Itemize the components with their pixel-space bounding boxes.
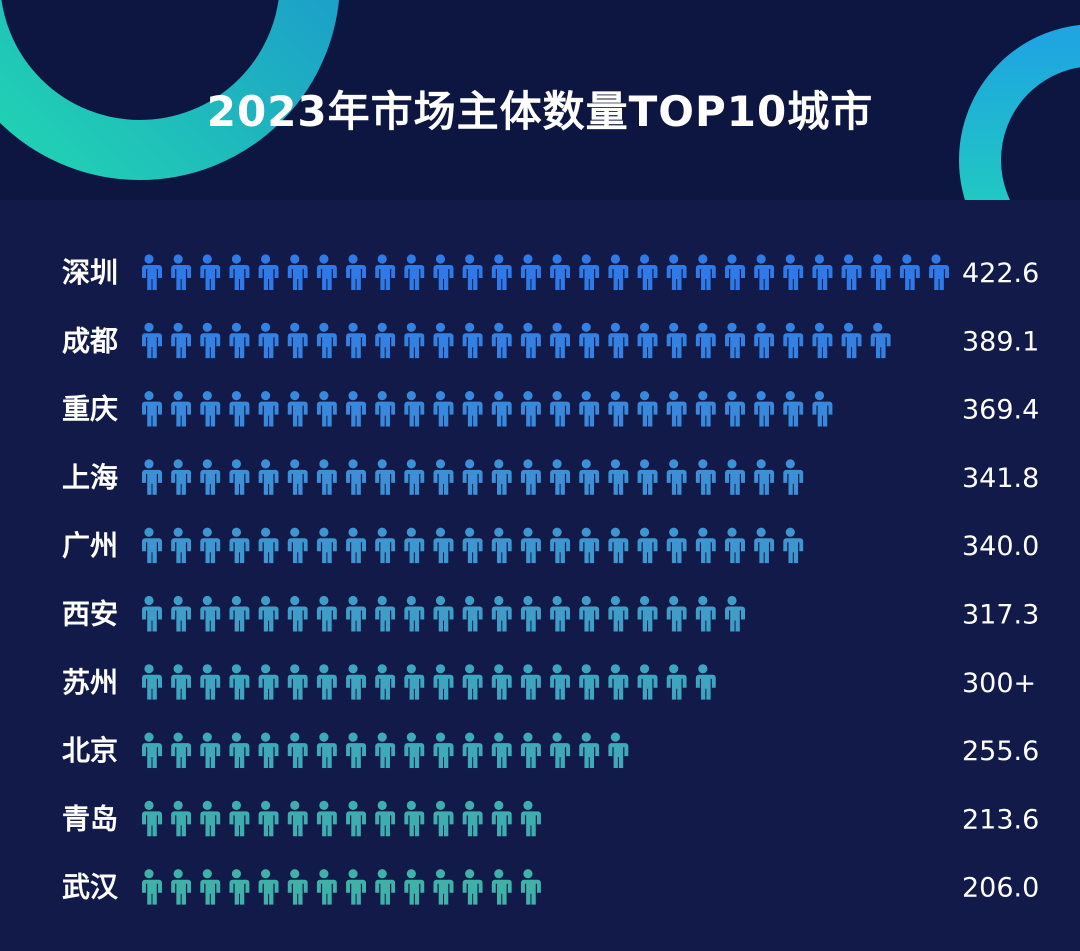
category-label: 苏州: [62, 666, 118, 699]
category-label: 北京: [62, 734, 118, 767]
category-label: 武汉: [62, 871, 119, 904]
decorative-arc-top-left: [0, 0, 339, 180]
category-label: 上海: [62, 461, 118, 494]
chart-row: 北京 255.6: [62, 732, 1039, 769]
category-label: 成都: [62, 324, 118, 357]
value-label: 341.8: [962, 463, 1039, 494]
chart-row: 广州 340.0: [62, 527, 1039, 564]
chart-row: 西安 317.3: [62, 595, 1039, 632]
chart-row: 成都 389.1: [62, 322, 1039, 359]
chart-row: 苏州 300+: [62, 664, 1036, 700]
value-label: 340.0: [962, 531, 1039, 562]
chart-rows: 深圳 422.6 成都 389.1 重庆 369.4 上海 341.8 广州 340.0 西安 317…: [62, 254, 1039, 905]
value-label: 389.1: [962, 326, 1039, 357]
chart-row: 重庆 369.4: [62, 391, 1039, 427]
category-label: 西安: [62, 598, 118, 631]
category-label: 深圳: [62, 256, 118, 289]
chart-panel: [0, 200, 1080, 951]
value-label: 300+: [962, 668, 1036, 699]
category-label: 重庆: [62, 393, 118, 426]
value-label: 317.3: [962, 600, 1039, 631]
decorative-arc-top-right: [959, 24, 1080, 296]
chart-row: 上海 341.8: [62, 459, 1039, 495]
chart-row: 深圳 422.6: [62, 254, 1039, 290]
category-label: 广州: [62, 529, 118, 562]
value-label: 255.6: [962, 736, 1039, 767]
chart-title: 2023年市场主体数量TOP10城市: [206, 87, 874, 136]
value-label: 213.6: [962, 804, 1039, 835]
value-label: 369.4: [962, 395, 1039, 426]
chart-row: 武汉 206.0: [62, 869, 1039, 905]
chart-row: 青岛 213.6: [62, 800, 1039, 837]
category-label: 青岛: [62, 802, 118, 835]
value-label: 422.6: [962, 258, 1039, 289]
value-label: 206.0: [962, 873, 1039, 904]
